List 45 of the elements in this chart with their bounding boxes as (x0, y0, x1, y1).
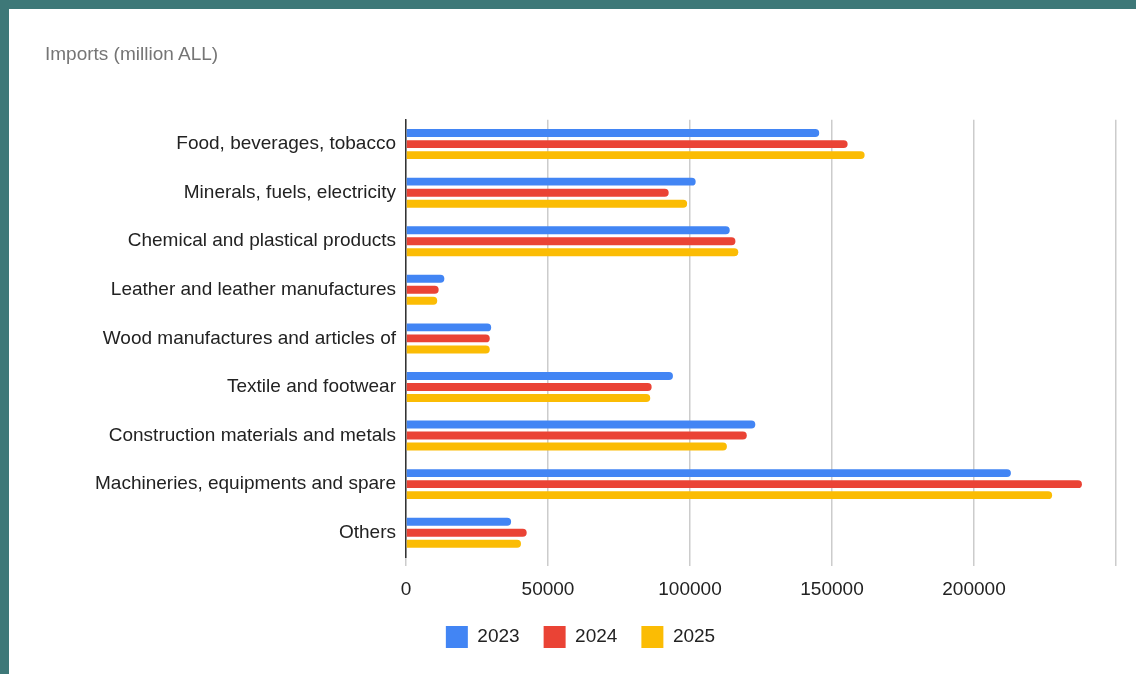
bar (406, 539, 522, 548)
x-tick-label: 50000 (521, 577, 575, 599)
x-tick-label: 100000 (658, 577, 722, 599)
bar (406, 129, 820, 138)
bar (406, 442, 727, 451)
legend-label: 2025 (672, 625, 716, 647)
legend-label: 2023 (477, 625, 520, 647)
x-tick-label: 0 (400, 577, 412, 599)
text: Imports (million ALL) (45, 42, 219, 64)
bar (406, 285, 439, 294)
x-tick-label: 200000 (942, 577, 1006, 599)
bar (406, 323, 492, 332)
bar (406, 372, 673, 380)
x-tick-label: 150000 (800, 577, 864, 599)
bar (406, 177, 696, 186)
y-tick-label: Machineries, equipments and spare (94, 472, 396, 494)
bar (406, 296, 438, 305)
bar (406, 480, 1082, 489)
y-tick-label: Minerals, fuels, electricity (183, 180, 397, 202)
bar (406, 469, 1011, 478)
bar (406, 431, 747, 440)
y-tick-label: Construction materials and metals (108, 423, 396, 445)
bar (406, 334, 490, 343)
bar (406, 491, 1053, 500)
bar (406, 151, 865, 160)
bar (406, 188, 669, 197)
y-tick-label: Textile and footwear (227, 375, 397, 397)
bar (406, 199, 688, 208)
bar (406, 394, 651, 402)
bar (406, 226, 730, 235)
bar (406, 274, 445, 283)
bar (406, 140, 848, 149)
bar (406, 248, 739, 257)
bar (406, 420, 756, 429)
bar (406, 517, 512, 526)
bar (406, 528, 527, 537)
bar (406, 383, 652, 391)
bar (406, 345, 490, 354)
y-tick-label: Chemical and plastical products (127, 229, 396, 251)
legend-label: 2024 (575, 625, 618, 647)
y-tick-label: Wood manufactures and articles of (102, 326, 397, 348)
y-tick-label: Leather and leather manufactures (110, 278, 396, 300)
y-tick-label: Others (338, 520, 396, 542)
y-tick-label: Food, beverages, tobacco (176, 132, 396, 154)
bar (406, 237, 736, 246)
